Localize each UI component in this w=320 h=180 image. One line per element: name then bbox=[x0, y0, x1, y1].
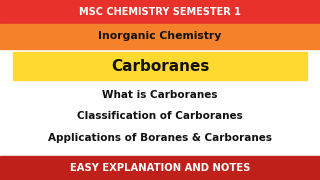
Text: Carboranes: Carboranes bbox=[111, 59, 209, 74]
Bar bbox=[0, 24, 320, 49]
Text: Applications of Boranes & Carboranes: Applications of Boranes & Carboranes bbox=[48, 133, 272, 143]
Bar bbox=[13, 52, 307, 80]
Text: MSC CHEMISTRY SEMESTER 1: MSC CHEMISTRY SEMESTER 1 bbox=[79, 7, 241, 17]
Bar bbox=[0, 0, 320, 24]
Text: Classification of Carboranes: Classification of Carboranes bbox=[77, 111, 243, 121]
Text: Inorganic Chemistry: Inorganic Chemistry bbox=[98, 31, 222, 41]
Bar bbox=[0, 156, 320, 180]
Text: EASY EXPLANATION AND NOTES: EASY EXPLANATION AND NOTES bbox=[70, 163, 250, 173]
Text: What is Carboranes: What is Carboranes bbox=[102, 89, 218, 100]
